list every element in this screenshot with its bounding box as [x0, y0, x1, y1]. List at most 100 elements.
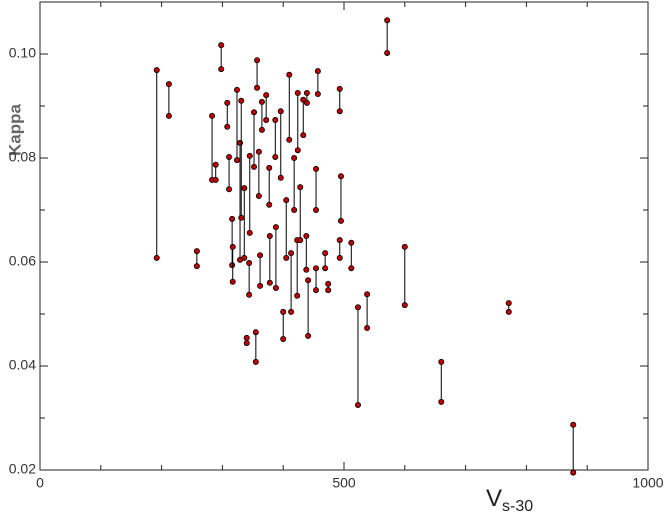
point-high	[266, 164, 273, 171]
point-high	[226, 153, 233, 160]
point-low	[300, 132, 307, 139]
point-high	[322, 250, 329, 257]
point-high	[263, 92, 270, 99]
y-tick-label: 0.08	[9, 149, 36, 165]
point-low	[272, 153, 279, 160]
point-high	[254, 57, 261, 64]
point-low	[337, 217, 344, 224]
point-low	[313, 287, 320, 294]
point-high	[313, 165, 320, 172]
y-tick-label: 0.02	[9, 461, 36, 477]
point-low	[303, 99, 310, 106]
point-low	[226, 186, 233, 193]
point-low	[294, 147, 301, 154]
point-high	[303, 90, 310, 97]
point-low	[438, 398, 445, 405]
point-high	[218, 42, 225, 49]
point-low	[255, 192, 262, 199]
point-low	[505, 308, 512, 315]
point-low	[322, 265, 329, 272]
point-high	[325, 280, 332, 287]
point-low	[252, 358, 259, 365]
point-low	[336, 254, 343, 261]
point-high	[266, 232, 273, 239]
point-low	[401, 302, 408, 309]
point-low	[314, 91, 321, 98]
point-high	[255, 148, 262, 155]
point-low	[313, 206, 320, 213]
point-high	[252, 329, 259, 336]
point-low	[193, 263, 200, 270]
point-low	[336, 108, 343, 115]
point-low	[254, 84, 261, 91]
point-high	[272, 224, 279, 231]
y-axis-label: Kappa	[5, 103, 24, 156]
point-low	[153, 254, 160, 261]
point-high	[294, 90, 301, 97]
point-low	[291, 206, 298, 213]
point-low	[257, 282, 264, 289]
point-high	[212, 161, 219, 168]
point-high	[209, 112, 216, 119]
point-high	[251, 109, 258, 116]
point-high	[337, 173, 344, 180]
point-low	[251, 163, 258, 170]
point-high	[313, 265, 320, 272]
point-high	[354, 304, 361, 311]
point-high	[277, 108, 284, 115]
point-high	[229, 215, 236, 222]
point-high	[237, 139, 244, 146]
point-high	[288, 250, 295, 257]
plot-frame	[39, 1, 649, 471]
point-high	[348, 239, 355, 246]
point-low	[165, 112, 172, 119]
point-low	[263, 117, 270, 124]
y-tick-label: 0.04	[9, 357, 36, 373]
point-high	[165, 81, 172, 88]
point-low	[229, 262, 236, 269]
point-high	[291, 154, 298, 161]
point-high	[246, 152, 253, 159]
x-label-sub: s-30	[502, 498, 533, 515]
point-low	[283, 254, 290, 261]
point-low	[280, 335, 287, 342]
point-low	[364, 325, 371, 332]
point-low	[233, 157, 240, 164]
point-high	[438, 358, 445, 365]
point-low	[212, 176, 219, 183]
point-high	[303, 232, 310, 239]
point-low	[246, 291, 253, 298]
point-high	[570, 421, 577, 428]
point-low	[218, 66, 225, 73]
point-high	[246, 260, 253, 267]
point-low	[266, 201, 273, 208]
point-low	[241, 254, 248, 261]
point-low	[303, 266, 310, 273]
point-low	[325, 287, 332, 294]
point-low	[258, 126, 265, 133]
point-low	[277, 174, 284, 181]
point-low	[297, 237, 304, 244]
point-low	[272, 284, 279, 291]
x-tick-label: 0	[36, 475, 44, 491]
x-tick-label: 500	[332, 475, 356, 491]
point-high	[257, 252, 264, 259]
x-label-main: V	[486, 485, 502, 512]
point-high	[258, 98, 265, 105]
x-axis-label: Vs-30	[486, 485, 533, 515]
point-high	[336, 85, 343, 92]
point-high	[401, 243, 408, 250]
point-low	[305, 332, 312, 339]
point-high	[193, 248, 200, 255]
point-low	[229, 278, 236, 285]
y-tick-label: 0.06	[9, 253, 36, 269]
point-high	[241, 185, 248, 192]
point-high	[336, 237, 343, 244]
point-low	[570, 469, 577, 476]
point-low	[294, 292, 301, 299]
point-low	[224, 123, 231, 130]
point-low	[246, 229, 253, 236]
point-high	[297, 184, 304, 191]
point-high	[243, 334, 250, 341]
